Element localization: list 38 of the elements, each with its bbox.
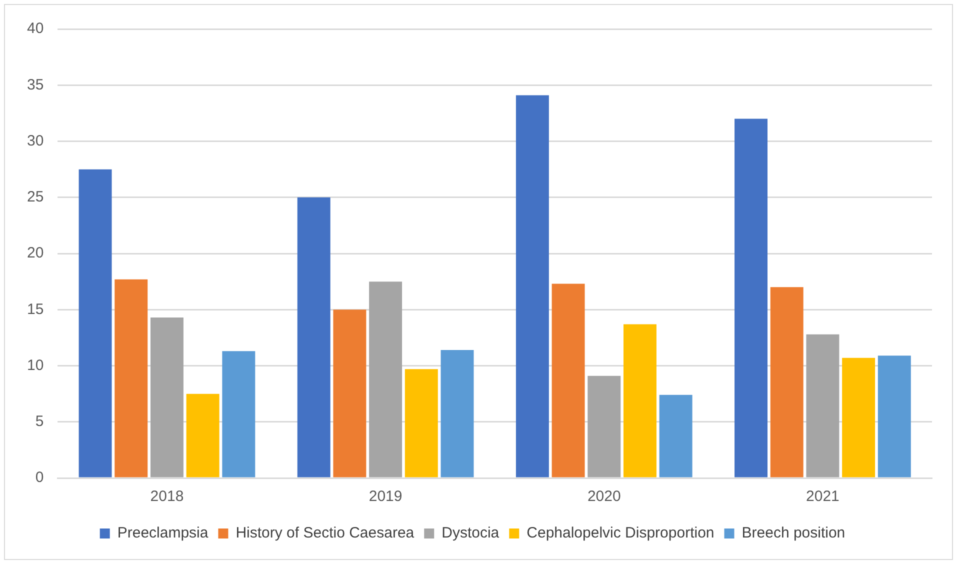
x-tick-label: 2019 (368, 488, 402, 506)
bar (222, 351, 256, 478)
x-tick-label: 2021 (806, 488, 840, 506)
legend-label: Dystocia (442, 524, 500, 542)
bar (806, 334, 840, 478)
bar (333, 310, 366, 478)
y-tick-label: 30 (26, 132, 44, 150)
legend-label: Cephalopelvic Disproportion (526, 524, 714, 542)
y-tick-label: 0 (35, 469, 44, 486)
y-tick-label: 5 (35, 413, 44, 430)
x-tick-label: 2020 (587, 488, 621, 506)
bar (150, 317, 184, 478)
legend-label: Preeclampsia (117, 524, 209, 542)
bar (659, 394, 692, 478)
y-tick-label: 20 (26, 244, 44, 262)
bar (878, 356, 911, 478)
bar (623, 324, 656, 478)
bar (734, 118, 768, 478)
bar (78, 169, 112, 478)
y-tick-label: 10 (26, 356, 44, 374)
bar (186, 394, 220, 478)
bar (770, 287, 804, 478)
bar (516, 95, 549, 478)
legend-label: History of Sectio Caesarea (236, 524, 415, 542)
legend-label: Breech position (742, 524, 846, 542)
y-tick-label: 25 (26, 188, 44, 206)
bar (552, 284, 585, 478)
bar (440, 350, 474, 478)
bar (588, 376, 621, 478)
y-tick-label: 15 (26, 300, 44, 318)
y-tick-label: 40 (26, 20, 44, 38)
y-tick-label: 35 (26, 76, 44, 94)
bar (369, 282, 402, 478)
x-tick-label: 2018 (150, 488, 184, 506)
bar (114, 279, 148, 478)
bar (842, 358, 876, 478)
bar (404, 369, 438, 478)
bar (297, 197, 330, 478)
